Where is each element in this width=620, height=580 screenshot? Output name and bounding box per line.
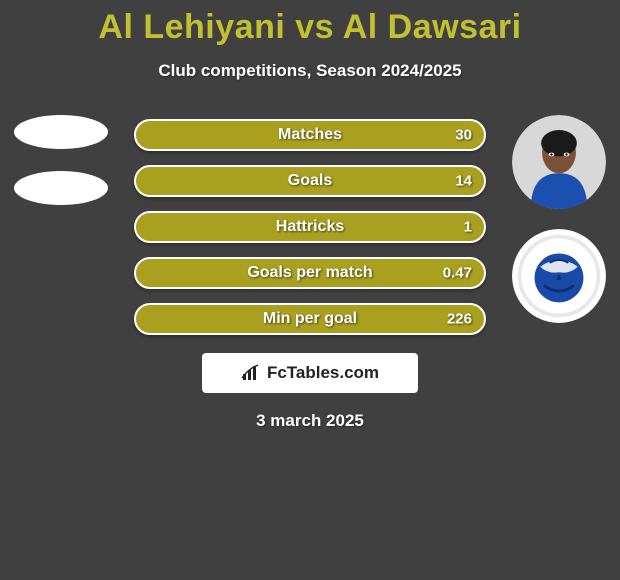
comparison-chart: Matches 30 Goals 14 Hattricks 1 Goals pe… <box>0 119 620 335</box>
stat-value-right: 226 <box>447 311 472 328</box>
watermark-badge: FcTables.com <box>202 353 418 393</box>
stat-label: Matches <box>278 126 342 144</box>
watermark-text: FcTables.com <box>267 363 379 383</box>
page-title: Al Lehiyani vs Al Dawsari <box>0 0 620 47</box>
right-player-avatar <box>512 115 606 209</box>
right-club-logo <box>512 229 606 323</box>
stat-label: Goals <box>288 172 332 190</box>
stat-bar-min-per-goal: Min per goal 226 <box>134 303 486 335</box>
stat-bar-goals-per-match: Goals per match 0.47 <box>134 257 486 289</box>
stat-bar-hattricks: Hattricks 1 <box>134 211 486 243</box>
left-club-logo-placeholder <box>14 171 108 205</box>
right-player-column <box>512 115 606 323</box>
stat-bar-matches: Matches 30 <box>134 119 486 151</box>
club-logo-icon <box>512 229 606 323</box>
page-subtitle: Club competitions, Season 2024/2025 <box>0 61 620 81</box>
left-player-avatar-placeholder <box>14 115 108 149</box>
left-player-column <box>14 115 108 205</box>
stat-label: Goals per match <box>247 264 372 282</box>
bar-chart-icon <box>241 364 263 382</box>
stat-value-right: 1 <box>464 219 472 236</box>
stat-label: Hattricks <box>276 218 344 236</box>
date-label: 3 march 2025 <box>0 411 620 431</box>
stat-label: Min per goal <box>263 310 357 328</box>
stat-bars: Matches 30 Goals 14 Hattricks 1 Goals pe… <box>134 119 486 335</box>
stat-value-right: 14 <box>455 173 472 190</box>
stat-value-right: 0.47 <box>443 265 472 282</box>
player-avatar-icon <box>512 115 606 209</box>
stat-value-right: 30 <box>455 127 472 144</box>
stat-bar-goals: Goals 14 <box>134 165 486 197</box>
